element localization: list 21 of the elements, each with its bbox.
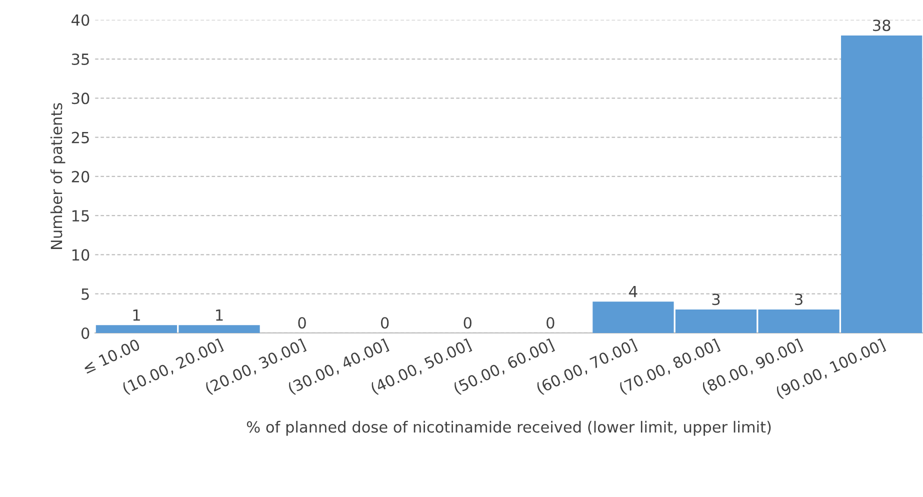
y-axis-title: Number of patients [50, 103, 66, 250]
data-label: 3 [795, 294, 802, 306]
y-tick-label: 35 [72, 53, 89, 66]
data-label: 0 [546, 317, 554, 329]
data-label: 3 [712, 294, 720, 306]
data-label: 1 [133, 309, 140, 321]
y-tick-label: 20 [72, 170, 90, 182]
y-tick-label: 10 [72, 249, 90, 261]
y-tick-label: 40 [72, 14, 90, 26]
data-label: 1 [216, 309, 223, 321]
y-tick-label: 25 [72, 132, 89, 144]
data-label: 0 [298, 317, 306, 329]
data-label: 4 [629, 286, 638, 298]
data-label: 0 [380, 317, 389, 329]
y-tick-label: 30 [72, 92, 90, 104]
data-label: 38 [873, 20, 890, 32]
data-label: 0 [464, 317, 472, 329]
y-tick-label: 15 [72, 210, 89, 222]
x-axis-title: % of planned dose of nicotinamide received (lower limit, upper limit) [246, 420, 771, 436]
y-tick-label: 0 [81, 327, 90, 340]
y-tick-label: 5 [82, 288, 89, 300]
